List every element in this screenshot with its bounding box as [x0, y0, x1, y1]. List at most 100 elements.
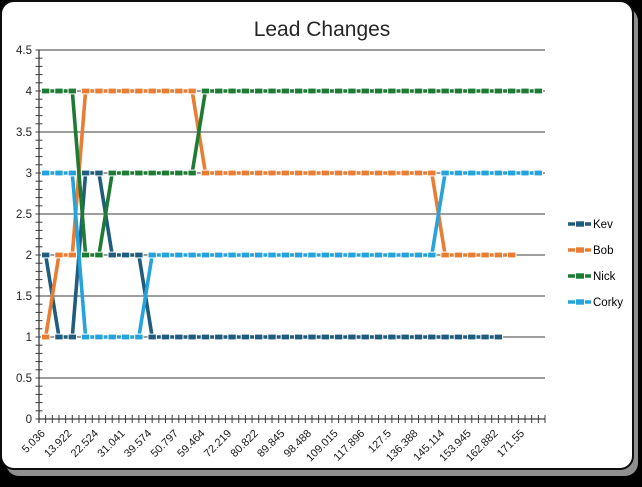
series-bob: [40, 87, 517, 341]
marker-kev: [254, 333, 264, 341]
marker-corky: [413, 251, 424, 259]
marker-bob: [254, 169, 264, 177]
marker-corky: [174, 251, 184, 259]
marker-nick: [160, 169, 171, 177]
x-tick-label: 89.845: [255, 428, 287, 460]
legend-marker-corky: [575, 298, 585, 306]
marker-nick: [134, 169, 144, 177]
marker-nick: [94, 251, 104, 259]
marker-nick: [413, 87, 424, 95]
marker-nick: [67, 87, 77, 95]
marker-bob: [240, 169, 251, 177]
marker-bob: [120, 87, 131, 95]
legend-item-nick: Nick: [568, 271, 616, 283]
marker-corky: [427, 251, 437, 259]
marker-corky: [240, 251, 251, 259]
marker-corky: [480, 169, 490, 177]
y-tick-label: 2: [26, 250, 32, 262]
marker-nick: [333, 87, 344, 95]
marker-bob: [160, 87, 171, 95]
y-tick-label: 4: [26, 86, 33, 98]
marker-nick: [254, 87, 264, 95]
marker-kev: [160, 333, 171, 341]
marker-kev: [200, 333, 211, 341]
marker-corky: [467, 169, 477, 177]
marker-corky: [160, 251, 171, 259]
marker-kev: [67, 333, 77, 341]
marker-bob: [67, 251, 77, 259]
y-tick-label: 3.5: [16, 127, 32, 139]
marker-bob: [40, 333, 51, 341]
marker-nick: [387, 87, 397, 95]
marker-bob: [200, 169, 211, 177]
y-tick-label: 0.5: [16, 373, 32, 385]
marker-bob: [147, 87, 157, 95]
marker-nick: [107, 169, 117, 177]
marker-corky: [147, 251, 157, 259]
marker-corky: [214, 251, 224, 259]
marker-kev: [320, 333, 330, 341]
marker-corky: [520, 169, 530, 177]
marker-corky: [67, 169, 77, 177]
marker-bob: [493, 251, 504, 259]
marker-kev: [293, 333, 304, 341]
marker-corky: [387, 251, 397, 259]
marker-nick: [227, 87, 237, 95]
marker-kev: [400, 333, 410, 341]
marker-kev: [427, 333, 437, 341]
legend-item-corky: Corky: [568, 297, 623, 309]
x-tick-label: 22.524: [69, 428, 101, 460]
marker-bob: [174, 87, 184, 95]
marker-corky: [373, 251, 384, 259]
marker-nick: [347, 87, 357, 95]
marker-kev: [267, 333, 277, 341]
legend-marker-bob: [575, 246, 585, 254]
marker-corky: [54, 169, 64, 177]
marker-corky: [40, 169, 51, 177]
y-tick-label: 1.5: [16, 291, 32, 303]
marker-bob: [134, 87, 144, 95]
marker-nick: [400, 87, 410, 95]
marker-nick: [320, 87, 330, 95]
marker-corky: [493, 169, 504, 177]
marker-bob: [400, 169, 410, 177]
marker-bob: [227, 169, 237, 177]
x-tick-label: 171.55: [495, 428, 527, 460]
marker-nick: [533, 87, 544, 95]
marker-nick: [520, 87, 530, 95]
marker-nick: [240, 87, 251, 95]
marker-nick: [507, 87, 517, 95]
marker-kev: [80, 169, 91, 177]
series-kev: [40, 169, 504, 341]
marker-corky: [533, 169, 544, 177]
marker-kev: [360, 333, 370, 341]
marker-kev: [413, 333, 424, 341]
marker-nick: [293, 87, 304, 95]
marker-corky: [440, 169, 450, 177]
chart-window-frame: Lead Changes 4.5 4 3.5 3 2.5 2 1.5 1 0.5 0 5.036 13.…: [0, 0, 634, 470]
marker-bob: [280, 169, 291, 177]
marker-bob: [267, 169, 277, 177]
marker-bob: [107, 87, 117, 95]
marker-kev: [94, 169, 104, 177]
y-tick-label: 3: [26, 168, 32, 180]
marker-kev: [307, 333, 317, 341]
marker-corky: [360, 251, 370, 259]
marker-kev: [187, 333, 197, 341]
marker-nick: [480, 87, 490, 95]
y-tick-label: 4.5: [16, 45, 32, 57]
marker-corky: [134, 333, 144, 341]
series-nick: [40, 87, 544, 259]
gridlines: [39, 49, 545, 420]
marker-kev: [134, 251, 144, 259]
marker-kev: [373, 333, 384, 341]
marker-kev: [467, 333, 477, 341]
marker-nick: [373, 87, 384, 95]
legend-marker-kev: [575, 220, 585, 228]
marker-bob: [387, 169, 397, 177]
legend-item-bob: Bob: [568, 245, 613, 257]
marker-bob: [333, 169, 344, 177]
marker-bob: [187, 87, 197, 95]
y-tick-label: 2.5: [16, 209, 32, 221]
